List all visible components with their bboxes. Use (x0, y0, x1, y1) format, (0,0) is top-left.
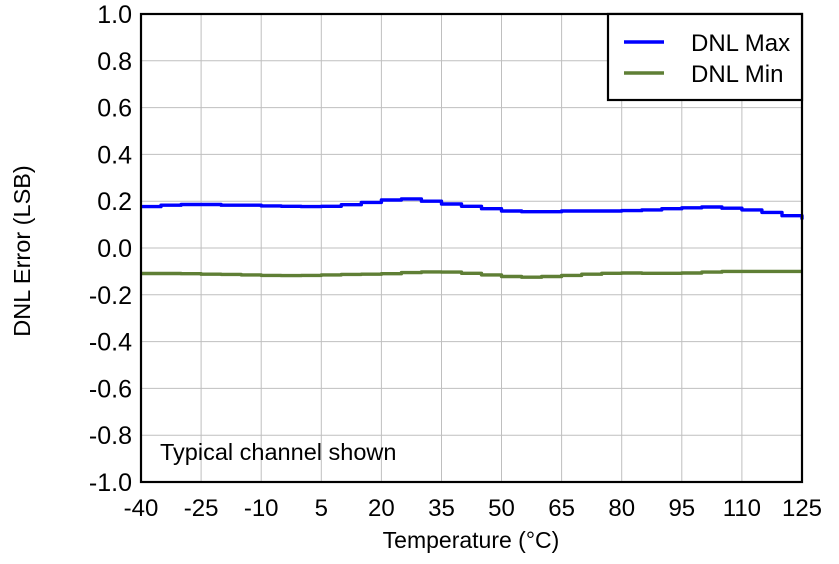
svg-text:-40: -40 (124, 495, 159, 522)
svg-text:80: 80 (608, 495, 635, 522)
svg-text:125: 125 (782, 495, 822, 522)
svg-text:0.2: 0.2 (97, 188, 132, 216)
svg-text:Temperature (°C): Temperature (°C) (383, 527, 560, 553)
svg-text:110: 110 (723, 495, 761, 522)
svg-text:95: 95 (668, 495, 695, 522)
svg-text:-10: -10 (244, 495, 279, 522)
svg-text:DNL Min: DNL Min (691, 61, 783, 88)
svg-text:-0.6: -0.6 (89, 375, 132, 403)
svg-text:0.4: 0.4 (97, 141, 132, 169)
svg-text:-0.4: -0.4 (89, 329, 132, 357)
svg-text:Typical channel shown: Typical channel shown (160, 439, 396, 465)
svg-text:DNL Max: DNL Max (691, 30, 790, 57)
svg-text:5: 5 (315, 495, 328, 522)
svg-text:65: 65 (548, 495, 575, 522)
svg-text:1.0: 1.0 (97, 1, 132, 29)
svg-text:0.0: 0.0 (97, 235, 132, 263)
svg-text:-1.0: -1.0 (89, 469, 132, 497)
svg-text:35: 35 (428, 495, 455, 522)
svg-text:-25: -25 (184, 495, 219, 522)
svg-text:20: 20 (368, 495, 395, 522)
svg-text:0.8: 0.8 (97, 48, 132, 76)
svg-text:-0.2: -0.2 (89, 282, 132, 310)
svg-text:DNL Error (LSB): DNL Error (LSB) (9, 165, 35, 337)
svg-text:0.6: 0.6 (97, 95, 132, 123)
svg-text:-0.8: -0.8 (89, 422, 132, 450)
svg-text:50: 50 (488, 495, 515, 522)
